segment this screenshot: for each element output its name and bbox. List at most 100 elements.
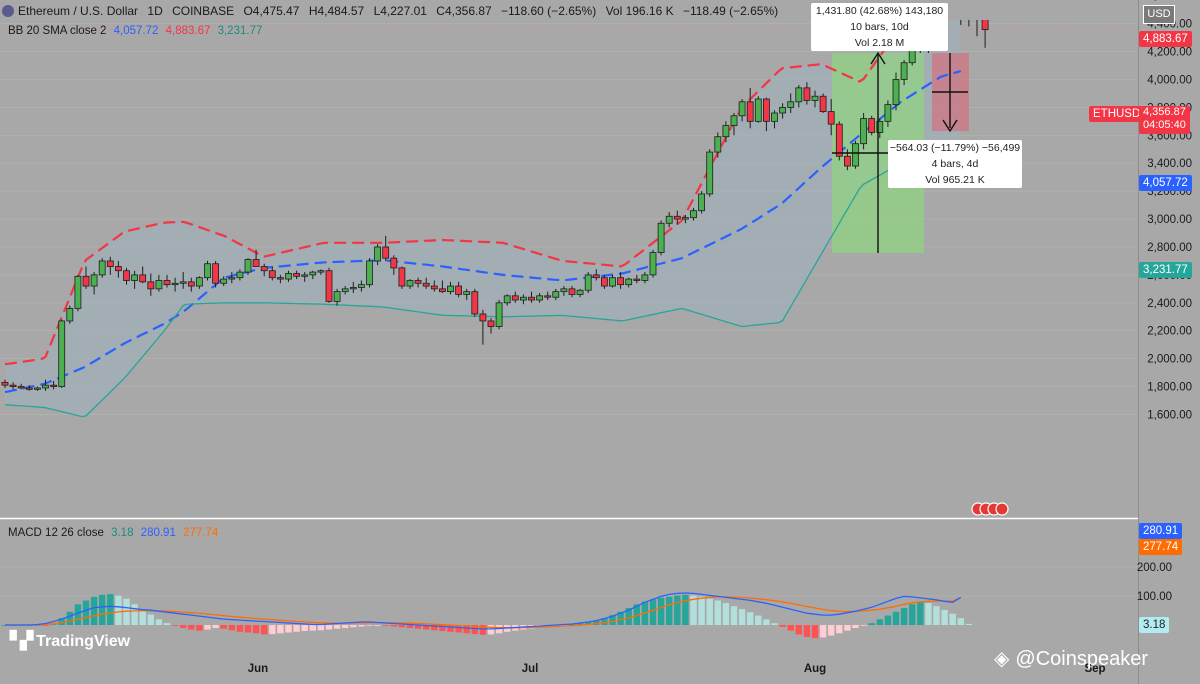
bear-candle (325, 270, 333, 302)
price-tick-label: 1,800.00 (1147, 382, 1192, 394)
bear-candle (276, 277, 284, 280)
tradingview-icon: ▘▞ (10, 631, 33, 650)
bull-candle (366, 260, 373, 286)
macd-legend[interactable]: MACD 12 26 close 3.18 280.91 277.74 (8, 527, 222, 539)
bear-candle (673, 215, 681, 220)
bull-candle (900, 62, 908, 80)
tradingview-logo[interactable]: ▘▞ TradingView (10, 631, 130, 651)
currency-button[interactable]: USD (1143, 5, 1175, 24)
measure-up-arrowhead (870, 51, 886, 65)
macd-histogram-bar (309, 625, 316, 631)
macd-histogram-bar (155, 619, 163, 625)
bear-candle (115, 266, 122, 272)
ticker-tag: ETHUSD (1089, 106, 1145, 122)
bear-candle (50, 384, 57, 387)
price-tick-label: 2,000.00 (1147, 354, 1192, 366)
symbol-header: Ethereum / U.S. Dollar 1D COINBASE O4,47… (0, 4, 784, 18)
price-tick-label: 3,000.00 (1147, 214, 1192, 226)
last-price-tag: 4,356.87 04:05:40 (1139, 106, 1190, 134)
macd-histogram-bar (42, 625, 49, 626)
interval[interactable]: 1D (147, 4, 163, 18)
bear-candle (438, 288, 446, 293)
macd-histogram-bar (317, 625, 325, 631)
macd-histogram-bar (609, 615, 616, 625)
macd-histogram-bar (358, 625, 365, 627)
bull-candle (90, 274, 98, 287)
bull-candle (714, 136, 722, 153)
price-change: −118.60 (−2.65%) (501, 4, 597, 18)
bull-candle (374, 246, 382, 262)
macd-histogram-bar (423, 625, 430, 630)
macd-histogram-bar (625, 608, 632, 625)
diamond-icon: ◈ (994, 648, 1010, 670)
time-tick-label: Sep (1084, 663, 1105, 675)
macd-histogram-bar (933, 606, 940, 625)
bull-candle (179, 281, 187, 284)
macd-histogram-bar (706, 598, 713, 625)
macd-histogram-bar (722, 603, 730, 625)
macd-histogram-bar (690, 595, 697, 625)
bull-candle (228, 277, 236, 280)
symbol-name[interactable]: Ethereum / U.S. Dollar (18, 4, 139, 18)
measure-down-line3: Vol 965.21 K (925, 174, 985, 186)
bull-candle (576, 289, 584, 295)
bear-candle (163, 280, 171, 286)
bear-candle (106, 260, 114, 267)
bear-candle (293, 273, 301, 277)
macd-tick-label: 200.00 (1137, 562, 1172, 574)
measure-down-label: −564.03 (−11.79%) −56,499 4 bars, 4d Vol… (888, 140, 1022, 188)
measure-up-line1: 1,431.80 (42.68%) 143,180 (815, 5, 944, 17)
bull-candle (649, 252, 657, 276)
bear-candle (123, 270, 130, 281)
event-flags[interactable] (971, 502, 1009, 516)
bb-fill (5, 20, 961, 417)
bb-band-fill (5, 20, 961, 417)
bull-candle (520, 296, 527, 301)
measure-down-line2: 4 bars, 4d (931, 158, 979, 170)
macd-histogram-bar (941, 609, 948, 625)
ethereum-icon (2, 5, 14, 17)
bear-candle (827, 111, 835, 125)
bear-candle (835, 123, 843, 157)
bb-basis-line (4, 70, 962, 394)
macd-line (5, 592, 962, 630)
macd-histogram-bar (585, 621, 592, 625)
price-tick-label: 4,000.00 (1147, 74, 1192, 86)
macd-histogram-bar (220, 625, 227, 629)
bull-candle (204, 263, 211, 279)
bear-candle (868, 118, 876, 133)
price-tick-label: 3,400.00 (1147, 158, 1192, 170)
bear-candle (617, 277, 624, 286)
price-tick-label: 4,600.00 (1147, 0, 1192, 3)
macd-histogram-bar (487, 625, 495, 635)
macd-histogram-bar (860, 625, 867, 626)
bull-candle (722, 125, 730, 138)
macd-histogram-bar (115, 595, 122, 625)
bull-candle (74, 275, 82, 309)
macd-histogram-bar (163, 623, 171, 625)
macd-histogram-bar (398, 625, 406, 628)
volume-change: −118.49 (−2.65%) (682, 4, 779, 18)
macd-histogram-bar (795, 625, 802, 635)
bb-lower-value: 3,231.77 (217, 25, 263, 37)
bear-candle (471, 291, 479, 315)
time-scale[interactable]: Jun Jul Aug Sep (248, 663, 1106, 675)
bull-candle (609, 277, 616, 287)
bull-candle (892, 79, 900, 106)
macd-histogram-bar (876, 619, 883, 625)
time-tick-label: Jun (248, 663, 268, 675)
macd-histogram-bar (479, 625, 487, 635)
bull-candle (155, 280, 163, 290)
candles (1, 20, 989, 391)
bear-candle (147, 281, 155, 290)
macd-legend-name: MACD 12 26 close (8, 527, 104, 539)
bear-candle (528, 296, 535, 301)
bear-candle (82, 275, 90, 287)
bull-candle (682, 217, 689, 220)
measure-up-line3: Vol 2.18 M (854, 37, 905, 49)
upper-band-tag: 4,883.67 (1139, 31, 1192, 47)
macd-hist-value: 3.18 (111, 527, 134, 539)
macd-histogram-bar (107, 594, 114, 625)
bb-legend[interactable]: BB 20 SMA close 2 4,057.72 4,883.67 3,23… (8, 25, 266, 37)
